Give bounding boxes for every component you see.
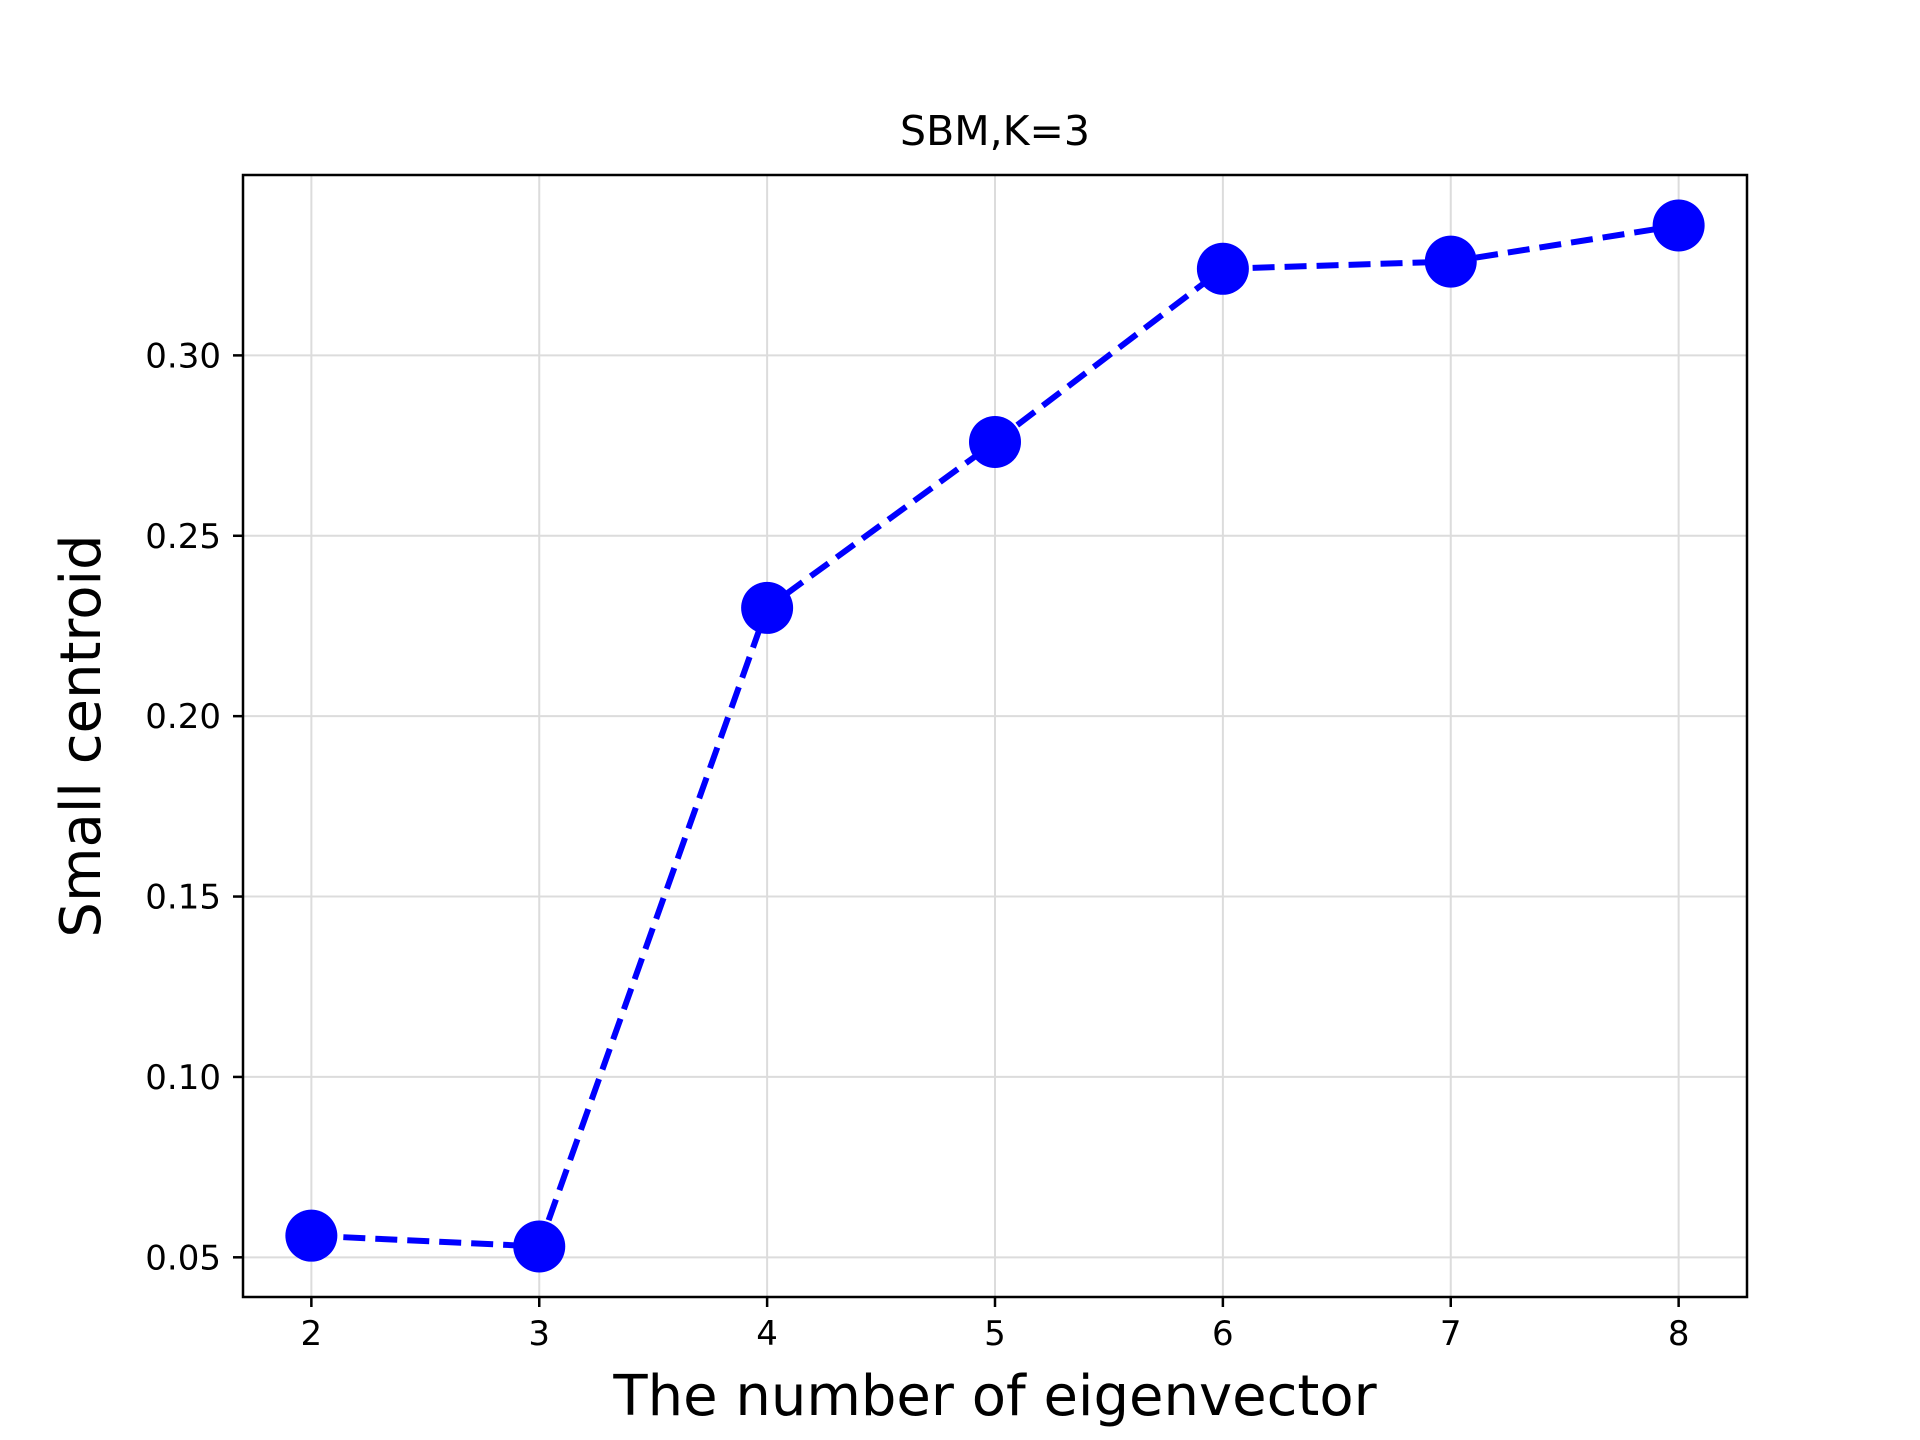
data-point xyxy=(1196,242,1249,295)
data-point xyxy=(1424,235,1477,288)
data-point xyxy=(969,415,1021,468)
chart-title: SBM,K=3 xyxy=(900,107,1090,155)
x-tick-label: 8 xyxy=(1668,1314,1690,1354)
x-tick-label: 5 xyxy=(984,1314,1006,1354)
y-tick-label: 0.10 xyxy=(145,1058,221,1098)
y-tick-label: 0.15 xyxy=(145,878,221,918)
y-tick-label: 0.20 xyxy=(145,697,221,737)
x-axis-label: The number of eigenvector xyxy=(612,1364,1377,1429)
data-point xyxy=(741,581,794,634)
x-tick-label: 7 xyxy=(1440,1314,1462,1354)
data-point xyxy=(285,1209,338,1262)
y-tick-label: 0.25 xyxy=(145,517,221,557)
x-tick-label: 3 xyxy=(528,1314,550,1354)
data-point xyxy=(1652,199,1705,252)
y-axis-label: Small centroid xyxy=(49,534,114,937)
data-point xyxy=(513,1220,566,1273)
x-tick-label: 4 xyxy=(756,1314,778,1354)
series-layer xyxy=(285,199,1705,1273)
x-tick-label: 2 xyxy=(301,1314,323,1354)
grid-layer xyxy=(243,175,1747,1297)
x-tick-label: 6 xyxy=(1212,1314,1234,1354)
y-tick-label: 0.30 xyxy=(145,336,221,376)
y-tick-label: 0.05 xyxy=(145,1238,221,1278)
ticks-layer: 2 3 4 5 6 7 8 0.05 0.10 0.15 0.20 0.25 0.30 xyxy=(145,336,1689,1354)
